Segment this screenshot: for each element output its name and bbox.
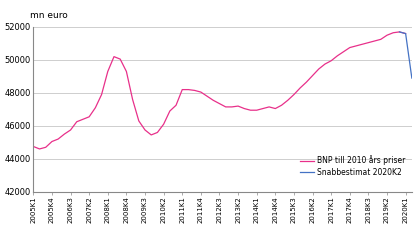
BNP till 2010 års priser [260,107,265,110]
BNP till 2010 års priser [360,43,365,46]
Line: Snabbestimat 2020K2: Snabbestimat 2020K2 [399,32,412,78]
BNP till 2010 års priser [37,148,42,150]
BNP till 2010 års priser [167,110,172,112]
BNP till 2010 års priser [397,31,402,33]
BNP till 2010 års priser [403,32,408,35]
Snabbestimat 2020K2 [409,77,414,79]
BNP till 2010 års priser [235,105,240,107]
BNP till 2010 års priser [111,55,116,58]
Snabbestimat 2020K2 [397,31,402,33]
Text: mn euro: mn euro [30,11,67,20]
BNP till 2010 års priser [31,145,36,148]
Line: BNP till 2010 års priser: BNP till 2010 års priser [33,32,406,149]
Legend: BNP till 2010 års priser, Snabbestimat 2020K2: BNP till 2010 års priser, Snabbestimat 2… [297,153,408,180]
Snabbestimat 2020K2 [403,32,408,35]
BNP till 2010 års priser [124,70,129,73]
